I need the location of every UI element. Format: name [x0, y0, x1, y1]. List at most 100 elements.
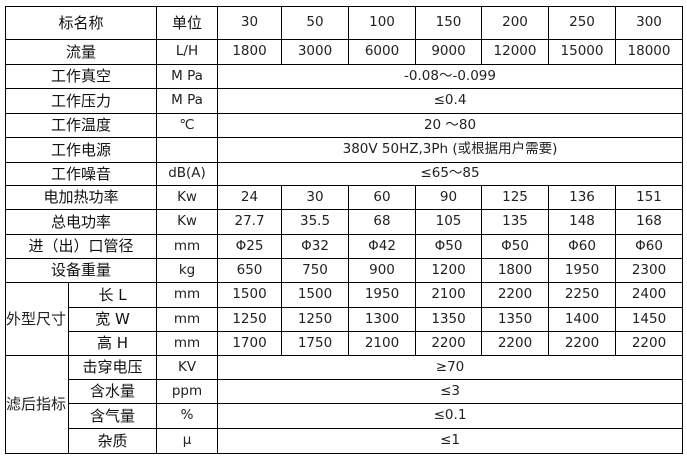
row-unit: [156, 137, 219, 163]
value-cell: Φ42: [348, 234, 417, 259]
row-label: 高 H: [67, 331, 158, 356]
value-cell: 2200: [415, 331, 483, 356]
value-cell: 3000: [281, 39, 350, 65]
row-label: 宽 W: [67, 307, 158, 332]
model-header: 150: [415, 6, 483, 40]
model-header: 300: [615, 6, 684, 40]
header-unit: 单位: [156, 6, 219, 40]
value-cell: 1950: [548, 258, 617, 283]
filtered-group-label: 滤后指标: [5, 355, 69, 454]
value-cell: 1750: [281, 331, 350, 356]
row-weight: 设备重量 kg 650 750 900 1200 1800 1950 2300: [4, 258, 684, 283]
value-cell-merged: 20 ～80: [217, 113, 684, 138]
row-flow: 流量 L/H 1800 3000 6000 9000 12000 15000 18000: [4, 39, 684, 65]
row-filtered-breakdown-voltage: 滤后指标 击穿电压 KV ≥70: [5, 355, 684, 454]
row-unit: %: [156, 403, 219, 429]
value-cell: 1250: [281, 307, 350, 332]
row-unit: mm: [156, 282, 219, 308]
row-label: 长 L: [67, 282, 158, 308]
row-unit: ℃: [156, 113, 219, 138]
row-pipe-diameter: 进（出）口管径 mm Φ25 Φ32 Φ42 Φ50 Φ50 Φ60 Φ60: [4, 234, 684, 259]
row-label: 工作噪音: [4, 162, 158, 186]
row-filtered-impurity: 杂质 μ ≤1: [6, 428, 684, 454]
value-cell: 2100: [415, 282, 483, 308]
row-label: 电加热功率: [4, 185, 158, 210]
value-cell-merged: 380V 50HZ,3Ph (或根据用户需要): [217, 137, 684, 163]
row-total-power: 总电功率 Kw 27.7 35.5 68 105 135 148 168: [4, 209, 684, 235]
value-cell: 18000: [615, 39, 684, 65]
value-cell: 2200: [481, 282, 550, 308]
value-cell: 1800: [481, 258, 550, 283]
value-cell: 2200: [615, 331, 684, 356]
model-header: 200: [481, 6, 550, 40]
header-name: 标名称: [4, 6, 158, 40]
row-label: 击穿电压: [67, 355, 158, 380]
row-pressure: 工作压力 M Pa ≤0.4: [4, 88, 684, 114]
value-cell: 1700: [217, 331, 283, 356]
value-cell: Φ25: [217, 234, 283, 259]
row-label: 工作真空: [4, 64, 158, 89]
row-filtered-water-content: 含水量 ppm ≤3: [6, 379, 684, 404]
value-cell: 27.7: [217, 209, 283, 235]
row-label: 进（出）口管径: [4, 234, 158, 259]
value-cell-merged: ≤0.4: [217, 88, 684, 114]
row-unit: Kw: [156, 185, 219, 210]
value-cell: 1950: [348, 282, 417, 308]
value-cell: 30: [281, 185, 350, 210]
row-label: 杂质: [67, 428, 158, 454]
row-unit: mm: [156, 307, 219, 332]
value-cell: Φ50: [415, 234, 483, 259]
row-unit: μ: [156, 428, 219, 454]
row-heating-power: 电加热功率 Kw 24 30 60 90 125 136 151: [4, 185, 684, 210]
value-cell: 168: [615, 209, 684, 235]
value-cell-merged: ≤1: [217, 428, 684, 454]
value-cell: Φ60: [615, 234, 684, 259]
row-unit: M Pa: [156, 88, 219, 114]
model-header: 30: [217, 6, 283, 40]
value-cell: 2200: [548, 331, 617, 356]
value-cell: 125: [481, 185, 550, 210]
row-unit: mm: [156, 234, 219, 259]
row-label: 工作温度: [4, 113, 158, 138]
row-label: 含气量: [67, 403, 158, 429]
value-cell: 15000: [548, 39, 617, 65]
row-temperature: 工作温度 ℃ 20 ～80: [4, 113, 684, 138]
value-cell: 2400: [615, 282, 684, 308]
value-cell: 1200: [415, 258, 483, 283]
value-cell: 9000: [415, 39, 483, 65]
value-cell: 90: [415, 185, 483, 210]
value-cell: 12000: [481, 39, 550, 65]
value-cell-merged: ≥70: [217, 355, 684, 380]
value-cell: 1350: [481, 307, 550, 332]
value-cell-merged: ≤0.1: [217, 403, 684, 429]
value-cell: 148: [548, 209, 617, 235]
value-cell: 60: [348, 185, 417, 210]
value-cell: 1350: [415, 307, 483, 332]
row-label: 总电功率: [4, 209, 158, 235]
dimensions-group-label: 外型尺寸: [5, 282, 69, 356]
value-cell: 151: [615, 185, 684, 210]
value-cell: Φ32: [281, 234, 350, 259]
value-cell: 1300: [348, 307, 417, 332]
row-noise: 工作噪音 dB(A) ≤65～85: [4, 162, 684, 186]
value-cell: 105: [415, 209, 483, 235]
row-unit: mm: [156, 331, 219, 356]
value-cell: 650: [217, 258, 283, 283]
value-cell: 1400: [548, 307, 617, 332]
value-cell: 2300: [615, 258, 684, 283]
row-unit: KV: [156, 355, 219, 380]
value-cell: 2250: [548, 282, 617, 308]
row-filtered-gas-content: 含气量% ≤0.1: [6, 403, 684, 429]
value-cell: 135: [481, 209, 550, 235]
row-unit: Kw: [156, 209, 219, 235]
value-cell-merged: ≤65～85: [217, 162, 684, 186]
value-cell: 1800: [217, 39, 283, 65]
model-header: 250: [548, 6, 617, 40]
header-row: 标名称 单位 30 50 100 150 200 250 300: [4, 6, 684, 40]
value-cell: 1500: [281, 282, 350, 308]
row-label: 工作压力: [4, 88, 158, 114]
value-cell: 24: [217, 185, 283, 210]
